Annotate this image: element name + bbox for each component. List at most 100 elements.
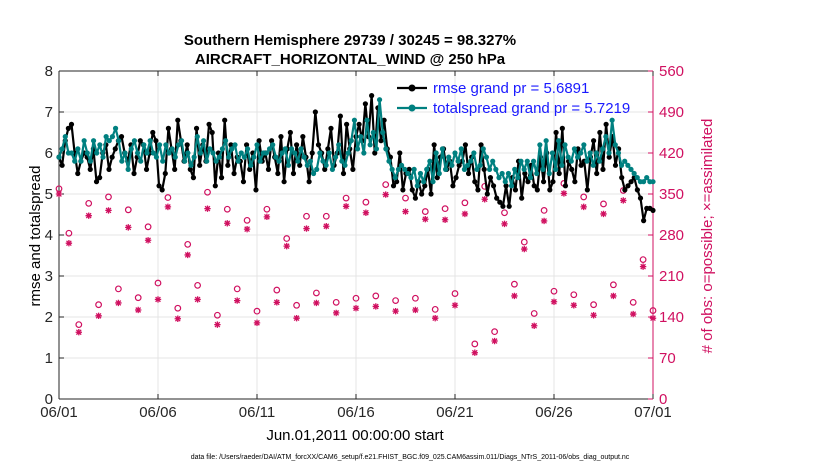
obs-assimilated-point [560, 190, 568, 197]
rmse-point [378, 138, 384, 144]
rmse-point [312, 109, 318, 115]
rmse-point [143, 166, 150, 172]
rmse-point [165, 125, 172, 131]
spread-line [57, 98, 653, 187]
spread-point [332, 154, 339, 160]
obs-possible-point [144, 223, 152, 231]
obs-assimilated-point [362, 209, 370, 216]
obs-possible-point [105, 193, 112, 201]
rmse-point [512, 187, 519, 193]
spread-point [512, 166, 518, 172]
obs-assimilated-point [253, 319, 261, 327]
spread-point [354, 146, 361, 152]
rmse-point [569, 166, 575, 172]
spread-point [207, 146, 213, 152]
x-tick-label: 06/06 [139, 404, 177, 421]
spread-point [134, 150, 141, 156]
spread-point [141, 142, 147, 148]
rmse-point [406, 166, 412, 172]
spread-point [226, 154, 232, 160]
spread-point [56, 154, 62, 160]
rmse-point [394, 179, 400, 185]
spread-point [254, 142, 260, 148]
obs-assimilated-point [580, 203, 587, 211]
obs-assimilated-point [85, 212, 92, 219]
rmse-point [306, 179, 312, 185]
spread-point [295, 158, 301, 164]
rmse-point [525, 179, 531, 185]
rmse-point [350, 166, 356, 172]
spread-point [185, 150, 191, 156]
obs-assimilated-point [521, 245, 528, 253]
rmse-point [606, 154, 612, 160]
obs-possible-point [194, 281, 202, 289]
rmse-point [206, 121, 212, 127]
rmse-point [153, 138, 159, 144]
spread-point [358, 134, 364, 140]
obs-assimilated-point [283, 242, 290, 250]
chart-subtitle: AIRCRAFT_HORIZONTAL_WIND @ 250 hPa [195, 51, 506, 68]
obs-possible-point [392, 297, 400, 305]
legend-label-rmse: rmse grand pr = 5.6891 [433, 80, 589, 97]
spread-point [373, 146, 380, 152]
spread-point [603, 134, 609, 140]
spread-point [631, 170, 637, 177]
rmse-point [562, 183, 569, 189]
obs-assimilated-point [540, 217, 548, 225]
spread-point [505, 170, 512, 177]
spread-point [622, 158, 628, 164]
spread-point [398, 162, 405, 168]
obs-assimilated-point [392, 307, 399, 315]
spread-point [424, 166, 430, 172]
rmse-point [275, 170, 281, 177]
y-axis-label-right: # of obs: o=possible; ×=assimilated [699, 119, 716, 354]
rmse-point [287, 129, 293, 136]
spread-point [490, 158, 496, 164]
rmse-point [553, 129, 559, 136]
rmse-point [240, 179, 247, 185]
rmse-point [156, 183, 162, 189]
rmse-point [400, 187, 406, 193]
rmse-point [534, 187, 540, 193]
rmse-point [256, 138, 262, 144]
rmse-point [218, 175, 225, 181]
obs-assimilated-point [481, 196, 488, 203]
spread-point [559, 162, 565, 168]
y-tick-label-left: 3 [45, 268, 53, 285]
spread-point [590, 162, 596, 168]
obs-possible-point [273, 286, 281, 294]
x-tick-label: 06/16 [337, 404, 375, 421]
rmse-point [547, 187, 553, 193]
rmse-point [578, 162, 584, 168]
rmse-point [328, 125, 334, 131]
obs-possible-point [322, 212, 330, 220]
obs-possible-point [174, 304, 182, 312]
spread-point [219, 146, 226, 152]
rmse-point [531, 183, 537, 189]
y-tick-label-right: 420 [659, 145, 684, 162]
obs-assimilated-point [164, 203, 172, 211]
obs-assimilated-point [105, 207, 112, 214]
rmse-point [637, 195, 644, 201]
spread-point [329, 166, 336, 172]
obs-assimilated-point [412, 306, 419, 314]
spread-point [524, 158, 530, 164]
spread-point [68, 150, 75, 156]
rmse-point [572, 179, 578, 185]
spread-point [182, 158, 188, 164]
spread-point [464, 162, 471, 168]
rmse-point [159, 187, 165, 193]
obs-assimilated-point [154, 296, 162, 303]
obs-assimilated-point [471, 349, 478, 356]
spread-point [455, 158, 461, 164]
rmse-point [559, 125, 565, 131]
spread-point [414, 183, 420, 189]
spread-point [496, 175, 502, 181]
obs-possible-point [134, 294, 142, 302]
obs-possible-point [85, 199, 93, 207]
rmse-point [422, 183, 428, 189]
rmse-point [75, 170, 81, 177]
spread-point [279, 150, 285, 156]
spread-point [606, 150, 612, 156]
obs-assimilated-point [531, 322, 538, 329]
